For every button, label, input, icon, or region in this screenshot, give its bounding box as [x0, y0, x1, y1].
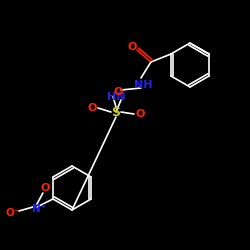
Text: O⁻: O⁻: [6, 208, 20, 218]
Text: O: O: [87, 103, 97, 113]
Text: N⁺: N⁺: [32, 204, 46, 214]
Text: O: O: [135, 109, 145, 119]
Text: NH: NH: [134, 80, 152, 90]
Text: HN: HN: [107, 92, 125, 102]
Text: S: S: [112, 106, 120, 118]
Text: O: O: [127, 42, 137, 52]
Text: O: O: [40, 183, 50, 193]
Text: O: O: [113, 87, 123, 97]
